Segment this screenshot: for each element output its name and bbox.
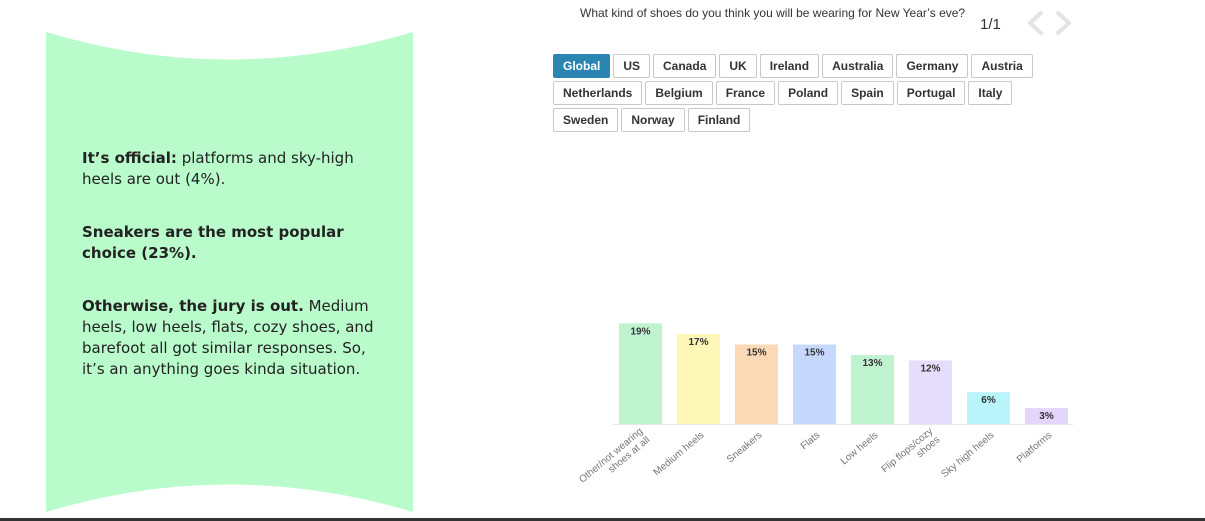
category-label-3-line-0: Flats — [799, 430, 823, 452]
survey-question: What kind of shoes do you think you will… — [580, 6, 966, 20]
category-label-4: Low heels — [839, 430, 881, 467]
tab-netherlands[interactable]: Netherlands — [553, 81, 643, 105]
insight-paragraph-2: Sneakers are the most popular choice (23… — [82, 222, 382, 264]
tab-finland[interactable]: Finland — [687, 108, 751, 132]
tab-poland[interactable]: Poland — [778, 81, 839, 105]
bar-4 — [851, 355, 894, 424]
bar-1 — [677, 333, 720, 424]
category-label-5: Flip flops/cozyshoes — [880, 426, 943, 484]
bar-value-label-6: 6% — [981, 395, 996, 406]
category-label-7-line-0: Platforms — [1015, 430, 1054, 466]
tab-global[interactable]: Global — [553, 54, 611, 78]
insight-1-bold: It’s official: — [82, 149, 177, 167]
category-label-7: Platforms — [1015, 430, 1054, 466]
tab-portugal[interactable]: Portugal — [896, 81, 966, 105]
category-label-0: Other/not wearingshoes at all — [577, 426, 652, 494]
tab-sweden[interactable]: Sweden — [553, 108, 619, 132]
tab-italy[interactable]: Italy — [968, 81, 1013, 105]
category-label-4-line-0: Low heels — [839, 430, 881, 467]
insight-paragraph-3: Otherwise, the jury is out. Medium heels… — [82, 296, 382, 380]
bar-value-label-5: 12% — [920, 363, 940, 374]
page-indicator: 1/1 — [980, 16, 1001, 33]
category-label-3: Flats — [799, 430, 823, 452]
bar-7 — [1025, 408, 1068, 424]
insight-3-text: Medium heels, low heels, flats, cozy sho… — [82, 297, 374, 378]
previous-arrow-icon[interactable] — [1024, 10, 1046, 36]
insight-2-bold: Sneakers are the most popular choice (23… — [82, 223, 344, 262]
tab-canada[interactable]: Canada — [653, 54, 717, 78]
bar-value-label-4: 13% — [862, 358, 882, 369]
tab-australia[interactable]: Australia — [822, 54, 894, 78]
bar-2 — [735, 344, 778, 424]
category-label-2: Sneakers — [725, 430, 764, 466]
tab-france[interactable]: France — [715, 81, 776, 105]
bar-3 — [793, 344, 836, 424]
next-arrow-icon[interactable] — [1053, 10, 1075, 36]
category-label-6: Sky high heels — [940, 430, 997, 480]
tab-row-3: Sweden Norway Finland — [553, 108, 1043, 132]
category-label-2-line-0: Sneakers — [725, 430, 764, 466]
bar-5 — [909, 360, 952, 424]
category-label-1-line-0: Medium heels — [652, 430, 707, 478]
tab-germany[interactable]: Germany — [896, 54, 969, 78]
bar-6 — [967, 392, 1010, 424]
category-label-1: Medium heels — [652, 430, 707, 478]
tab-spain[interactable]: Spain — [841, 81, 894, 105]
country-tabs: Global US Canada UK Ireland Australia Germany A… — [553, 54, 1043, 135]
tab-belgium[interactable]: Belgium — [645, 81, 713, 105]
insight-paragraph-1: It’s official: platforms and sky-high he… — [82, 148, 382, 190]
bar-value-label-7: 3% — [1039, 411, 1054, 422]
bar-chart: 19% Other/not wearingshoes at all 17% Mediu… — [577, 323, 1073, 494]
tab-row-2: Netherlands Belgium France Poland Spain Portu… — [553, 81, 1043, 105]
bar-value-label-1: 17% — [688, 337, 708, 348]
bar-0 — [619, 323, 662, 424]
tab-austria[interactable]: Austria — [971, 54, 1033, 78]
bottom-border — [0, 518, 1205, 521]
panel-background — [46, 32, 413, 512]
category-label-6-line-0: Sky high heels — [940, 430, 997, 480]
tab-us[interactable]: US — [613, 54, 651, 78]
insight-1-text: platforms and sky-high heels are out (4%… — [82, 149, 354, 188]
bar-value-label-3: 15% — [804, 348, 824, 359]
bar-value-label-0: 19% — [630, 326, 650, 337]
tab-ireland[interactable]: Ireland — [759, 54, 820, 78]
tab-row-1: Global US Canada UK Ireland Australia Germany A… — [553, 54, 1043, 78]
tab-uk[interactable]: UK — [719, 54, 757, 78]
insight-panel: It’s official: platforms and sky-high he… — [46, 32, 413, 520]
tab-norway[interactable]: Norway — [621, 108, 685, 132]
insight-3-bold: Otherwise, the jury is out. — [82, 297, 304, 315]
bar-value-label-2: 15% — [746, 348, 766, 359]
